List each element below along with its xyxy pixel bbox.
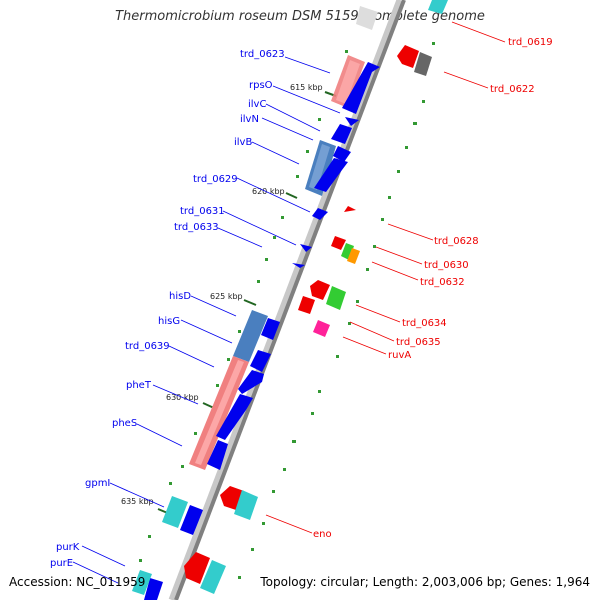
label-trd_0619: trd_0619 — [508, 37, 553, 48]
gene-ilvC — [331, 124, 352, 144]
gene-hisD — [261, 318, 280, 340]
gene-trd_0629 — [312, 208, 328, 220]
label-trd_0632: trd_0632 — [420, 277, 465, 288]
gene-top-cyan — [428, 0, 448, 14]
gene-purE-cyan — [132, 570, 152, 595]
label-ruvA: ruvA — [388, 350, 411, 361]
minor-ticks-left — [139, 50, 348, 562]
gene-ruvA — [313, 320, 330, 337]
reverse-genes — [132, 0, 448, 595]
gene-eno-cyan — [234, 490, 258, 520]
gene-red-bottom — [184, 552, 210, 584]
label-hisG: hisG — [158, 316, 180, 327]
label-trd_0628: trd_0628 — [434, 236, 479, 247]
label-trd_0639: trd_0639 — [125, 341, 170, 352]
minor-ticks-right — [238, 42, 435, 579]
kbp-tick-615: 615 kbp — [290, 83, 337, 97]
gene-gpmI-cyan — [162, 496, 188, 528]
label-pheT: pheT — [126, 380, 152, 391]
kbp-label-625: 625 kbp — [210, 292, 243, 301]
gene-rpsO — [345, 117, 359, 126]
label-rpsO: rpsO — [249, 80, 273, 91]
kbp-label-615: 615 kbp — [290, 83, 323, 92]
label-eno: eno — [313, 529, 332, 540]
label-trd_0635: trd_0635 — [396, 337, 441, 348]
kbp-label-620: 620 kbp — [252, 187, 285, 196]
gene-pheT — [216, 394, 253, 440]
label-ilvC: ilvC — [248, 99, 266, 110]
genome-summary-text: Topology: circular; Length: 2,003,006 bp… — [260, 575, 590, 589]
gene-trd_0639 — [238, 370, 264, 394]
label-trd_0633: trd_0633 — [174, 222, 219, 233]
kbp-tick-620: 620 kbp — [252, 187, 298, 199]
forward-genes — [144, 62, 380, 600]
label-purK: purK — [56, 542, 80, 553]
gene-purK — [144, 578, 163, 600]
label-trd_0629: trd_0629 — [193, 174, 238, 185]
gene-trd_0635 — [326, 286, 346, 310]
kbp-label-635: 635 kbp — [121, 497, 154, 506]
label-trd_0634: trd_0634 — [402, 318, 447, 329]
gene-trd_0630-green — [341, 243, 354, 260]
gene-hisG — [250, 350, 271, 372]
gene-cyan-bottom — [200, 560, 226, 594]
kbp-tick-625: 625 kbp — [210, 292, 257, 306]
label-ilvN: ilvN — [240, 114, 259, 125]
gene-trd_0631 — [300, 244, 312, 252]
kbp-tick-635: 635 kbp — [121, 497, 171, 515]
label-pheS: pheS — [112, 418, 137, 429]
label-hisD: hisD — [169, 291, 191, 302]
label-trd_0623: trd_0623 — [240, 49, 285, 60]
label-trd_0622: trd_0622 — [490, 84, 535, 95]
gene-trd_0633 — [292, 263, 305, 268]
gene-trd_0634-b — [298, 296, 315, 314]
label-purE: purE — [50, 558, 73, 569]
label-trd_0631: trd_0631 — [180, 206, 225, 217]
gene-trd_0634-a — [310, 280, 330, 300]
gene-ilvB — [314, 158, 348, 192]
gene-trd_0632 — [347, 248, 360, 264]
gene-trd_0619 — [397, 45, 419, 68]
gene-trd_0628 — [344, 206, 356, 212]
accession-text: Accession: NC_011959 — [9, 575, 146, 589]
right-labels: trd_0619 trd_0622 trd_0628 trd_0630 trd_… — [265, 21, 553, 540]
left-labels: trd_0623 rpsO ilvC ilvN ilvB trd_0629 tr… — [50, 49, 341, 584]
label-gpmI: gpmI — [85, 478, 110, 489]
gene-trd_0623 — [342, 62, 380, 114]
label-trd_0630: trd_0630 — [424, 260, 469, 271]
gene-gpmI — [180, 505, 203, 535]
gene-top-grey — [356, 6, 378, 30]
gene-trd_0630 — [331, 236, 346, 250]
gene-pheS — [207, 440, 228, 470]
coverage-bars — [189, 55, 365, 470]
label-ilvB: ilvB — [234, 137, 252, 148]
gene-trd_0622-grey — [414, 52, 432, 76]
genome-backbone — [168, 0, 406, 600]
gene-ilvN — [333, 146, 351, 162]
